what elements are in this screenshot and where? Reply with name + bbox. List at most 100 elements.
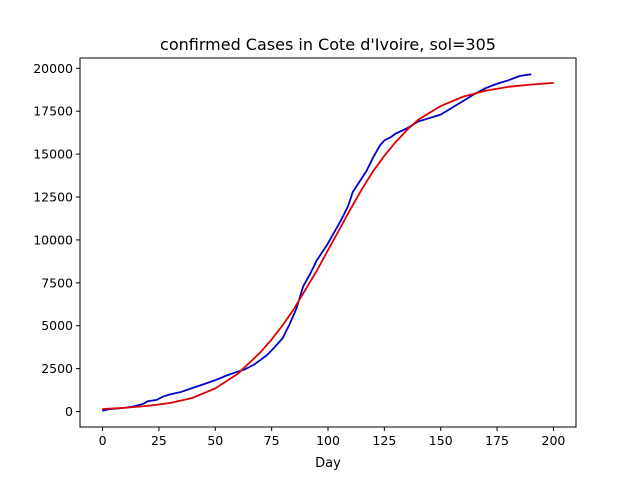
data-point [334, 230, 336, 232]
data-point [225, 374, 228, 377]
x-tick-label: 0 [99, 433, 107, 448]
data-point [273, 347, 275, 349]
data-point [462, 96, 464, 98]
data-point [417, 119, 419, 121]
y-tick-label: 20000 [33, 61, 73, 76]
data-point [101, 408, 104, 410]
data-point [349, 208, 352, 210]
x-tick-label: 150 [429, 433, 453, 448]
y-tick-label: 17500 [33, 104, 73, 119]
y-tick-label: 7500 [41, 275, 73, 290]
x-tick-label: 125 [372, 433, 396, 448]
y-tick-label: 2500 [41, 361, 73, 376]
data-point [124, 407, 126, 409]
data-point [295, 307, 298, 310]
x-axis-label: Day [315, 456, 341, 471]
data-point [372, 170, 374, 172]
data-point [259, 351, 261, 353]
x-tick-label: 25 [151, 433, 167, 448]
data-point [162, 395, 165, 398]
data-point [361, 188, 363, 190]
series-line-2 [102, 81, 554, 410]
series-points-2 [101, 82, 555, 410]
data-point [192, 397, 194, 399]
data-point [428, 117, 431, 119]
y-tick-label: 5000 [41, 318, 73, 333]
data-point [383, 139, 385, 141]
data-point [147, 400, 149, 402]
data-point [253, 364, 255, 366]
data-point [390, 136, 392, 138]
data-point [530, 73, 532, 75]
x-tick-label: 50 [207, 433, 223, 448]
data-point [293, 307, 295, 310]
data-point [192, 387, 194, 389]
data-point [169, 402, 171, 404]
data-point [203, 383, 205, 385]
data-point [440, 105, 442, 107]
data-point [304, 289, 307, 291]
data-point [259, 359, 261, 361]
data-point [214, 379, 216, 381]
data-point [552, 82, 555, 84]
data-point [156, 399, 158, 401]
data-point [347, 205, 349, 207]
data-point [316, 259, 318, 262]
y-tick-label: 15000 [33, 147, 73, 162]
plot-area [101, 73, 555, 412]
data-point [309, 273, 311, 275]
data-point [338, 229, 340, 231]
data-point [169, 393, 171, 395]
data-point [485, 87, 487, 89]
data-point [395, 132, 397, 135]
data-point [101, 410, 104, 412]
y-tick-label: 10000 [33, 232, 73, 247]
data-point [316, 270, 318, 272]
data-point [507, 79, 509, 81]
data-point [327, 249, 329, 251]
data-point [519, 75, 521, 77]
plot-frame [79, 57, 577, 428]
x-tick-label: 100 [316, 433, 340, 448]
data-point [340, 218, 343, 220]
data-point [485, 90, 487, 92]
data-point [237, 373, 239, 375]
series-line-1 [102, 73, 532, 412]
data-point [282, 337, 284, 339]
data-point [406, 129, 408, 131]
data-point [507, 86, 509, 88]
data-point [462, 100, 464, 102]
data-point [383, 155, 385, 157]
x-tick-label: 75 [264, 433, 280, 448]
data-point [320, 253, 322, 255]
data-point [358, 180, 361, 183]
data-point [237, 370, 239, 373]
data-point [379, 144, 381, 147]
y-tick-label: 12500 [33, 190, 73, 205]
data-point [302, 285, 304, 287]
data-point [266, 354, 268, 356]
data-point [440, 114, 442, 116]
data-point [214, 387, 216, 389]
data-point [372, 156, 374, 159]
data-point [282, 324, 284, 326]
data-point [327, 242, 329, 244]
data-point [271, 338, 273, 341]
data-point [180, 391, 183, 393]
x-tick-label: 200 [542, 433, 566, 448]
data-point [451, 107, 453, 109]
data-point [142, 403, 144, 405]
y-tick-label: 0 [65, 404, 73, 419]
data-point [496, 83, 498, 85]
data-point [243, 368, 246, 371]
data-point [352, 191, 354, 193]
data-point [147, 405, 149, 407]
chart-title: confirmed Cases in Cote d'Ivoire, sol=30… [160, 35, 496, 54]
data-point [395, 141, 397, 143]
x-tick-label: 175 [485, 433, 509, 448]
axes: 0 25 50 75 100 125 150 175 200 0 2500 5000 7500 10000… [33, 61, 565, 448]
data-point [365, 170, 367, 172]
data-point [530, 84, 532, 86]
